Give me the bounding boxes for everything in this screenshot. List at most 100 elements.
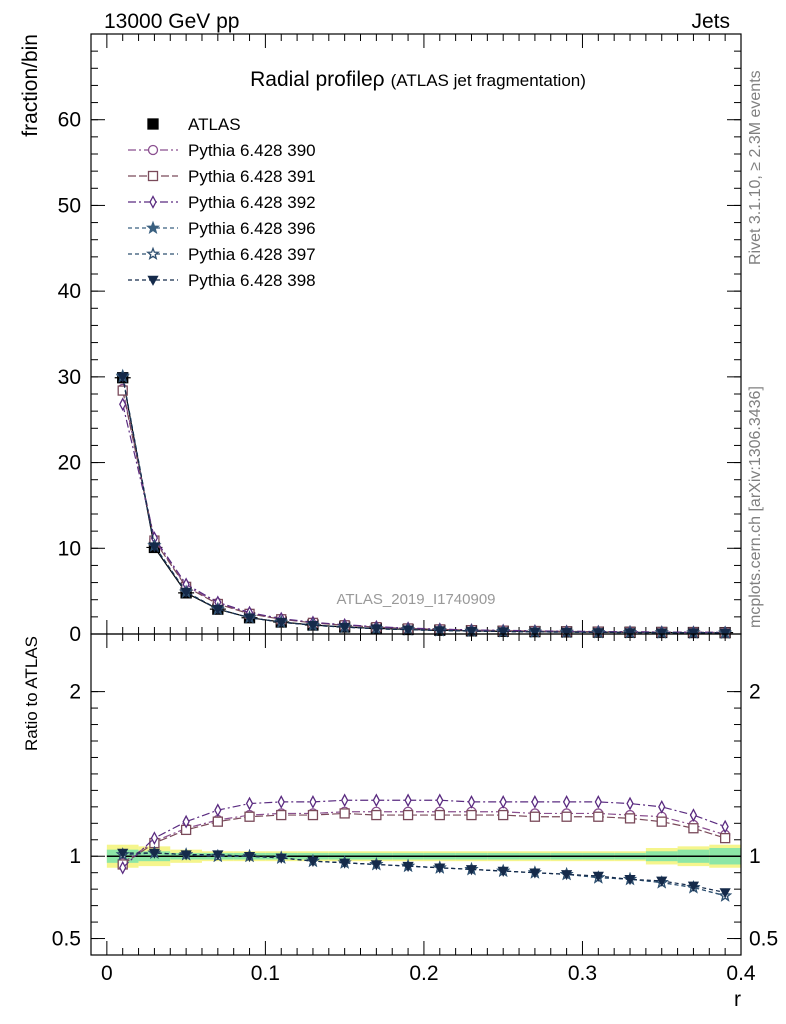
ratio-point-pythia-6-428-398	[180, 850, 192, 861]
x-tick-label: 0.4	[726, 962, 756, 985]
ratio-point-pythia-6-428-391	[371, 809, 382, 821]
title-symbol: ρ	[373, 68, 385, 91]
ratio-point-pythia-6-428-392	[721, 819, 729, 834]
ratio-point-pythia-6-428-391	[529, 811, 541, 822]
ratio-point-pythia-6-428-391	[719, 832, 731, 844]
main-y-tick-label: 40	[58, 280, 81, 303]
ratio-series-line-pythia-6-428-398	[122, 852, 726, 894]
watermark: ATLAS_2019_I1740909	[336, 591, 495, 608]
ratio-point-pythia-6-428-392	[119, 860, 127, 875]
ratio-point-pythia-6-428-398	[434, 863, 446, 874]
ratio-point-pythia-6-428-392	[562, 795, 571, 809]
legend-label-pythia-6-428-392: Pythia 6.428 392	[188, 193, 316, 212]
ratio-point-pythia-6-428-391	[593, 811, 604, 822]
ratio-y-tick-label: 0.5	[52, 928, 81, 951]
main-point-pythia-6-428-398	[465, 626, 478, 637]
legend-marker-pythia-6-428-398	[147, 275, 159, 286]
side-label-top: Rivet 3.1.10, ≥ 2.3M events	[747, 70, 764, 265]
legend-label-pythia-6-428-398: Pythia 6.428 398	[188, 271, 316, 290]
ratio-point-pythia-6-428-392	[404, 793, 412, 808]
ratio-point-pythia-6-428-391	[434, 809, 445, 821]
ratio-point-pythia-6-428-391	[688, 823, 699, 834]
main-series-line-pythia-6-428-398	[122, 376, 726, 634]
main-point-pythia-6-428-398	[656, 628, 668, 639]
ratio-y-tick-label: 2	[69, 681, 81, 704]
ratio-point-pythia-6-428-391	[244, 811, 255, 822]
legend: ATLAS Pythia 6.428 390 Pythia 6.428 391 Pyt…	[128, 115, 316, 290]
main-point-pythia-6-428-392	[119, 397, 127, 412]
ratio-point-pythia-6-428-392	[150, 831, 159, 846]
ratio-point-pythia-6-428-391	[339, 808, 350, 819]
ratio-point-pythia-6-428-392	[689, 808, 698, 822]
ratio-series-line-pythia-6-428-390	[122, 811, 726, 864]
x-tick-label: 0.3	[568, 962, 597, 985]
main-point-pythia-6-428-391	[117, 385, 128, 396]
ratio-point-pythia-6-428-398	[687, 881, 700, 892]
main-point-pythia-6-428-398	[687, 628, 700, 639]
ratio-point-pythia-6-428-392	[214, 803, 222, 818]
legend-label-atlas: ATLAS	[188, 115, 241, 134]
ratio-point-pythia-6-428-398	[243, 851, 256, 863]
ratio-point-pythia-6-428-392	[245, 796, 254, 811]
ratio-point-pythia-6-428-391	[307, 809, 319, 821]
main-point-pythia-6-428-398	[434, 626, 446, 637]
main-y-tick-label: 30	[58, 366, 81, 389]
header-left: 13000 GeV pp	[104, 10, 239, 33]
ratio-point-pythia-6-428-398	[497, 866, 509, 877]
title-main: Radial profile	[250, 68, 373, 91]
ratio-panel: 0.5 1 2 0.5 1 2 0 0.1 0.2 0.3 0.4	[52, 633, 778, 985]
ratio-point-pythia-6-428-391	[498, 809, 509, 821]
main-point-pythia-6-428-398	[275, 617, 287, 629]
ratio-y-tick-label-right: 0.5	[749, 928, 778, 951]
ratio-point-pythia-6-428-398	[656, 876, 668, 887]
legend-marker-pythia-6-428-397	[146, 246, 160, 260]
ratio-point-pythia-6-428-391	[561, 811, 572, 822]
ratio-point-pythia-6-428-391	[656, 816, 667, 827]
legend-label-pythia-6-428-391: Pythia 6.428 391	[188, 167, 316, 186]
legend-marker-pythia-6-428-390	[147, 144, 159, 156]
main-point-pythia-6-428-398	[180, 587, 192, 598]
legend-label-pythia-6-428-390: Pythia 6.428 390	[188, 141, 316, 160]
ratio-point-pythia-6-428-398	[561, 870, 573, 881]
main-panel: 0 10 20 30 40 50 60	[58, 33, 742, 646]
ratio-series-line-pythia-6-428-392	[122, 799, 726, 869]
ratio-point-pythia-6-428-392	[309, 795, 317, 809]
title-sub: (ATLAS jet fragmentation)	[391, 71, 586, 90]
ratio-point-pythia-6-428-398	[148, 848, 161, 859]
y-axis-label-main: fraction/bin	[19, 34, 42, 137]
legend-marker-pythia-6-428-392	[149, 195, 157, 209]
legend-label-pythia-6-428-397: Pythia 6.428 397	[188, 245, 316, 264]
ratio-y-tick-label: 1	[69, 845, 81, 868]
ratio-point-pythia-6-428-398	[307, 856, 319, 868]
main-point-pythia-6-428-398	[243, 613, 256, 624]
ratio-point-pythia-6-428-392	[372, 793, 381, 808]
ratio-point-pythia-6-428-398	[402, 861, 414, 872]
y-axis-label-ratio: Ratio to ATLAS	[22, 636, 41, 751]
main-series-line-pythia-6-428-392	[122, 404, 726, 633]
main-point-pythia-6-428-398	[212, 604, 224, 615]
ratio-point-pythia-6-428-392	[277, 795, 285, 809]
main-point-pythia-6-428-398	[370, 624, 382, 635]
main-y-tick-label: 0	[69, 623, 81, 646]
ratio-point-pythia-6-428-398	[624, 875, 636, 886]
header-right: Jets	[691, 10, 730, 33]
main-y-tick-label: 10	[58, 537, 81, 560]
x-tick-label: 0	[101, 962, 113, 985]
ratio-point-pythia-6-428-398	[529, 868, 541, 879]
main-y-tick-label: 20	[58, 452, 81, 475]
ratio-frame	[90, 633, 742, 956]
ratio-point-pythia-6-428-392	[499, 795, 507, 809]
ratio-point-pythia-6-428-392	[531, 795, 539, 809]
main-point-pythia-6-428-398	[624, 628, 636, 639]
main-point-pythia-6-428-398	[148, 542, 161, 553]
legend-marker-atlas	[147, 118, 159, 130]
main-point-pythia-6-428-398	[402, 625, 414, 636]
ratio-point-pythia-6-428-392	[182, 814, 190, 829]
main-point-pythia-6-428-398	[117, 372, 129, 383]
legend-marker-pythia-6-428-391	[147, 170, 159, 182]
main-point-pythia-6-428-398	[561, 627, 573, 638]
x-tick-label: 0.1	[251, 962, 280, 985]
ratio-series-line-pythia-6-428-391	[122, 812, 726, 865]
main-point-pythia-6-428-398	[339, 622, 351, 633]
ratio-point-pythia-6-428-392	[626, 796, 634, 811]
